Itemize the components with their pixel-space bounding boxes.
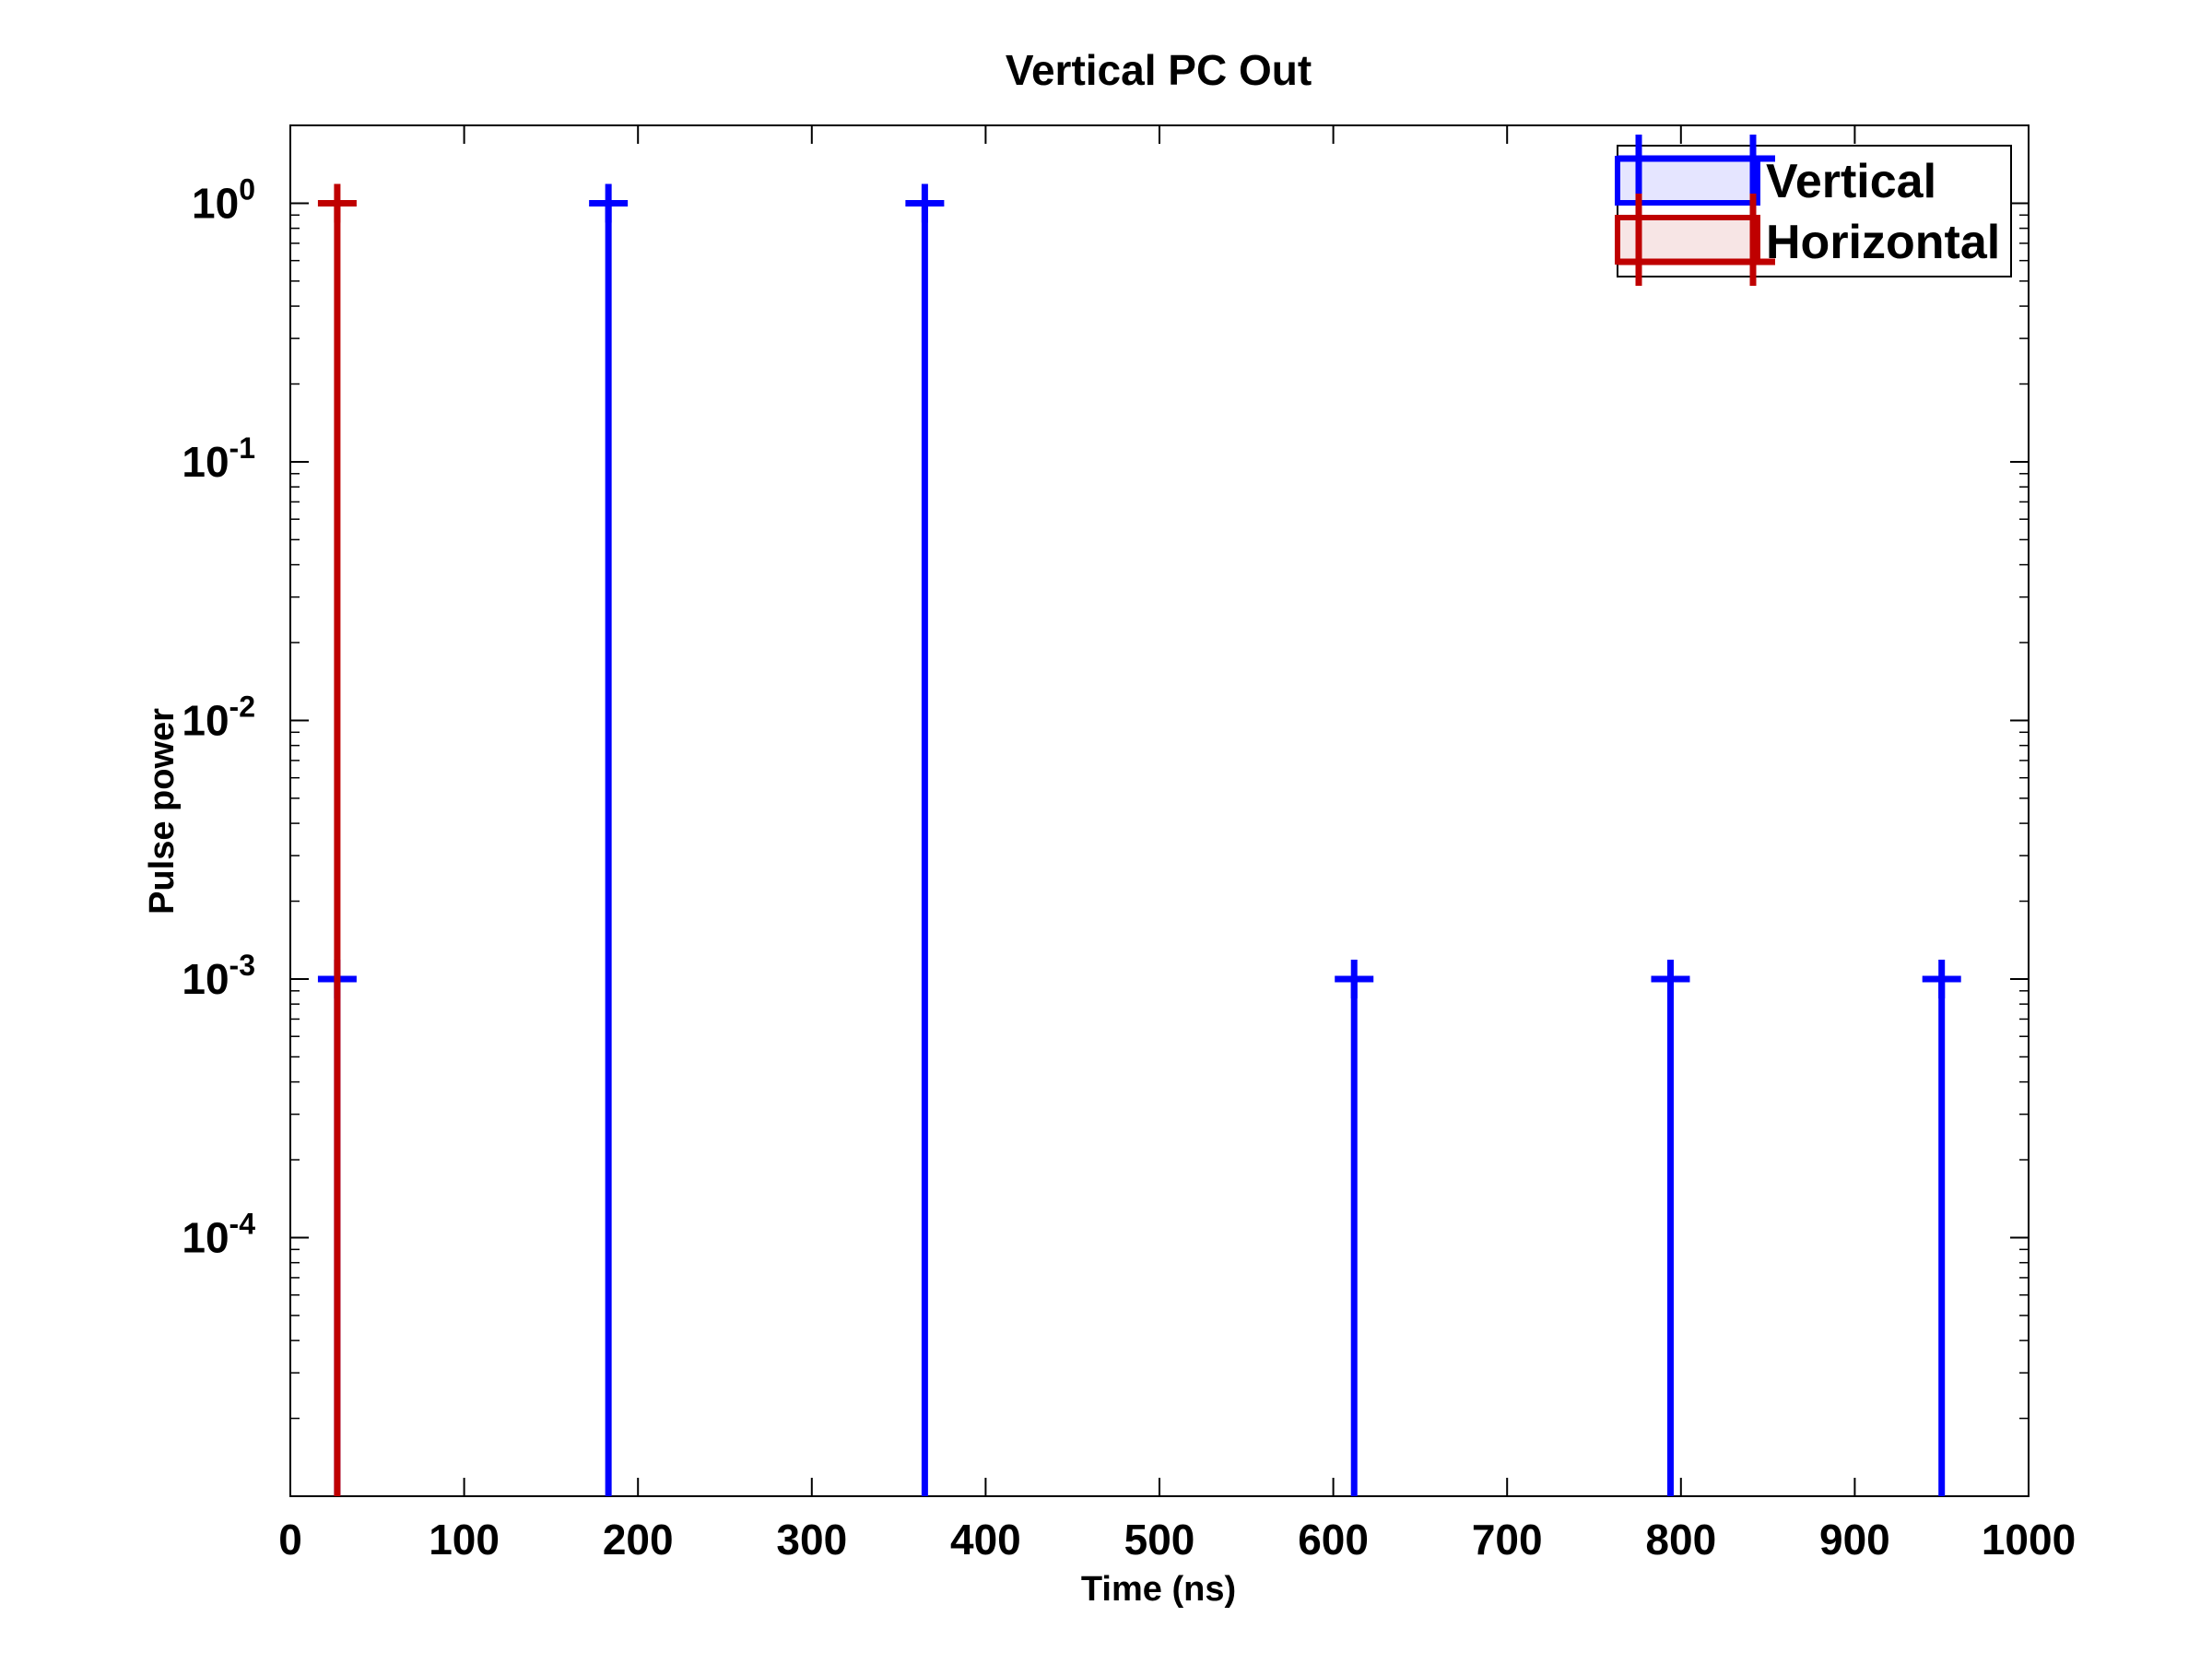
legend-label-horizontal: Horizontal <box>1766 216 2000 269</box>
x-tick-label: 500 <box>1124 1516 1195 1564</box>
stems <box>317 183 1961 1496</box>
plot-area <box>289 124 2030 1497</box>
x-tick-label: 300 <box>776 1516 847 1564</box>
major-ticks <box>289 125 2030 1496</box>
x-axis-label: Time (ns) <box>1081 1570 1236 1609</box>
x-tick-label: 800 <box>1645 1516 1716 1564</box>
x-tick-label: 700 <box>1472 1516 1543 1564</box>
y-axis-label: Pulse power <box>143 708 182 915</box>
x-tick-label: 100 <box>429 1516 500 1564</box>
legend-label-vertical: Vertical <box>1766 155 1936 208</box>
x-tick-label: 200 <box>603 1516 674 1564</box>
x-tick-labels: 0 100 200 300 400 500 600 700 800 900 1000 <box>278 1516 2076 1564</box>
x-tick-label: 0 <box>278 1516 302 1564</box>
y-tick-label: 100 <box>192 172 255 227</box>
legend-entry-vertical: Vertical <box>1615 135 1936 208</box>
x-tick-label: 900 <box>1819 1516 1890 1564</box>
minor-ticks <box>290 214 2029 1420</box>
y-tick-label: 10-3 <box>182 949 255 1003</box>
y-tick-labels: 100 10-1 10-2 10-3 10-4 <box>182 172 255 1261</box>
legend-entry-horizontal: Horizontal <box>1615 194 2000 286</box>
y-tick-label: 10-2 <box>182 690 255 744</box>
x-tick-label: 1000 <box>1982 1516 2076 1564</box>
x-tick-label: 600 <box>1298 1516 1369 1564</box>
chart-title: Vertical PC Out <box>1006 46 1312 94</box>
legend: Vertical Horizontal <box>1615 135 2012 286</box>
x-tick-label: 400 <box>950 1516 1021 1564</box>
y-tick-label: 10-4 <box>182 1207 255 1261</box>
y-tick-label: 10-1 <box>182 431 255 486</box>
